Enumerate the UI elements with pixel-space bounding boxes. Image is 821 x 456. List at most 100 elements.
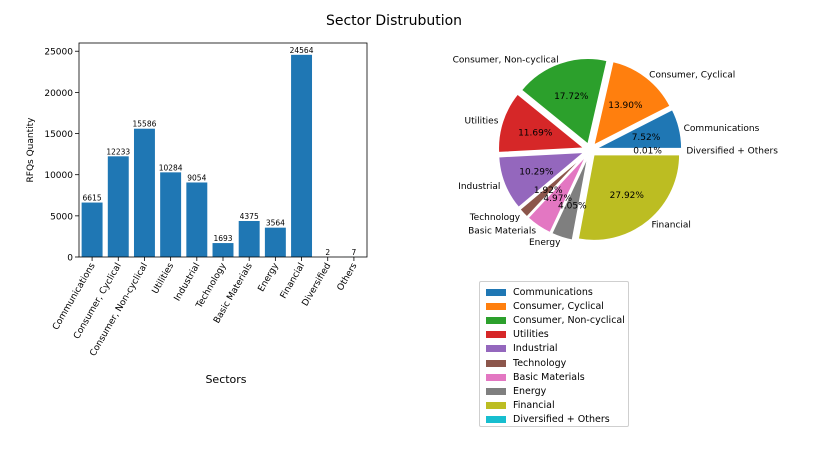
bar: [107, 156, 129, 257]
legend-item: Financial: [480, 399, 628, 413]
legend-item: Consumer, Non-cyclical: [480, 313, 628, 327]
x-tick-label: Industrial: [173, 262, 203, 304]
pie-category-label: Energy: [529, 238, 561, 248]
legend-swatch: [486, 359, 506, 367]
pie-slice: [577, 153, 681, 242]
pie-slice: [595, 108, 683, 150]
legend-item: Technology: [480, 356, 628, 370]
legend-label: Communications: [513, 286, 593, 298]
bar-value-labels: 6615 12233 15586 10284 9054 1693 4375 3564 24564…: [83, 46, 357, 257]
legend-swatch: [486, 345, 506, 353]
legend-label: Industrial: [513, 343, 558, 355]
legend-label: Utilities: [513, 329, 549, 341]
legend-item: Consumer, Cyclical: [480, 299, 628, 313]
pie-percent-label: 0.01%: [633, 147, 662, 157]
pie-slice: [497, 151, 587, 209]
bar-value-label: 10284: [159, 163, 183, 172]
y-tick-label: 15000: [44, 130, 73, 140]
legend-swatch: [486, 288, 506, 296]
pie-percent-label: 1.92%: [534, 186, 563, 196]
legend-label: Basic Materials: [513, 371, 585, 383]
pie-slices: [497, 57, 683, 242]
legend-swatch: [486, 373, 506, 381]
legend-item: Diversified + Others: [480, 413, 628, 427]
bar-value-label: 24564: [290, 46, 314, 55]
pie-slice: [526, 154, 588, 234]
pie-percent-label: 11.69%: [518, 129, 553, 139]
bar-value-label: 6615: [83, 194, 102, 203]
legend-item: Basic Materials: [480, 370, 628, 384]
bar-value-label: 2: [325, 248, 330, 257]
bar-series: [81, 54, 365, 258]
pie-category-label: Consumer, Non-cyclical: [453, 55, 559, 65]
pie-category-labels: Communications Consumer, Cyclical Consumer…: [453, 55, 779, 248]
bar: [264, 227, 286, 257]
pie-percent-label: 4.97%: [543, 194, 572, 204]
figure-title: Sector Distrubution: [326, 13, 462, 29]
legend-swatch: [486, 402, 506, 410]
bar: [291, 54, 313, 258]
bar-y-axis: 0 5000 10000 15000 20000 25000: [44, 48, 79, 264]
bar: [238, 220, 260, 257]
pie-category-label: Technology: [469, 213, 521, 223]
x-tick-label: Consumer, Cyclical: [72, 262, 124, 342]
bar-value-label: 3564: [266, 219, 285, 228]
pie-category-label: Industrial: [458, 182, 500, 192]
bar-value-label: 9054: [187, 173, 206, 182]
bar-value-label: 4375: [240, 212, 259, 221]
y-tick-label: 10000: [44, 171, 73, 181]
y-tick-label: 20000: [44, 89, 73, 99]
pie-percent-label: 10.29%: [519, 168, 554, 178]
pie-percent-label: 13.90%: [608, 101, 643, 111]
x-tick-label: Others: [336, 261, 360, 292]
legend-item: Energy: [480, 384, 628, 398]
legend-swatch: [486, 387, 506, 395]
bar: [133, 128, 155, 257]
x-tick-label: Energy: [257, 261, 282, 294]
legend-item: Utilities: [480, 328, 628, 342]
pie-category-label: Consumer, Cyclical: [649, 70, 735, 80]
pie-slice: [520, 57, 609, 146]
legend-label: Diversified + Others: [513, 414, 610, 426]
bar: [160, 172, 182, 257]
bar: [212, 243, 234, 257]
y-tick-label: 5000: [50, 212, 73, 222]
bar-y-axis-label: RFQs Quantity: [26, 117, 36, 183]
pie-percent-label: 27.92%: [610, 191, 645, 201]
pie-percent-label: 7.52%: [632, 133, 661, 143]
y-tick-label: 25000: [44, 48, 73, 58]
legend-label: Consumer, Non-cyclical: [513, 314, 625, 326]
pie-chart: 7.52% 13.90% 17.72% 11.69% 10.29% 1.92%4.97%4…: [453, 55, 779, 248]
pie-category-label: Basic Materials: [468, 226, 536, 236]
y-tick-label: 0: [67, 254, 73, 264]
bar-x-axis-label: Sectors: [205, 373, 246, 386]
x-tick-label: Utilities: [151, 261, 177, 296]
bar-chart: 0 5000 10000 15000 20000 25000 6615 12233 15586…: [26, 42, 368, 386]
legend-label: Technology: [513, 357, 567, 369]
pie-slice: [518, 153, 587, 219]
pie-legend: Communications Consumer, Cyclical Consumer…: [479, 281, 629, 427]
legend-label: Energy: [513, 385, 547, 397]
legend-label: Consumer, Cyclical: [513, 300, 604, 312]
pie-percent-label: 4.05%: [558, 201, 587, 211]
legend-swatch: [486, 416, 506, 424]
legend-swatch: [486, 302, 506, 310]
pie-percent-label: 17.72%: [554, 92, 589, 102]
x-tick-label: Financial: [279, 262, 307, 301]
pie-category-label: Financial: [652, 221, 691, 231]
bar: [186, 182, 208, 257]
legend-label: Financial: [513, 400, 555, 412]
pie-category-label: Utilities: [465, 117, 499, 127]
pie-percent-labels: 7.52% 13.90% 17.72% 11.69% 10.29% 1.92%4.97%4…: [518, 92, 662, 211]
pie-slice: [592, 60, 672, 147]
pie-slice: [550, 155, 589, 242]
legend-swatch: [486, 316, 506, 324]
pie-category-label: Diversified + Others: [686, 147, 778, 157]
pie-slice: [497, 92, 587, 154]
legend-swatch: [486, 331, 506, 339]
pie-category-label: Communications: [684, 124, 760, 134]
bar-value-label: 7: [352, 248, 357, 257]
